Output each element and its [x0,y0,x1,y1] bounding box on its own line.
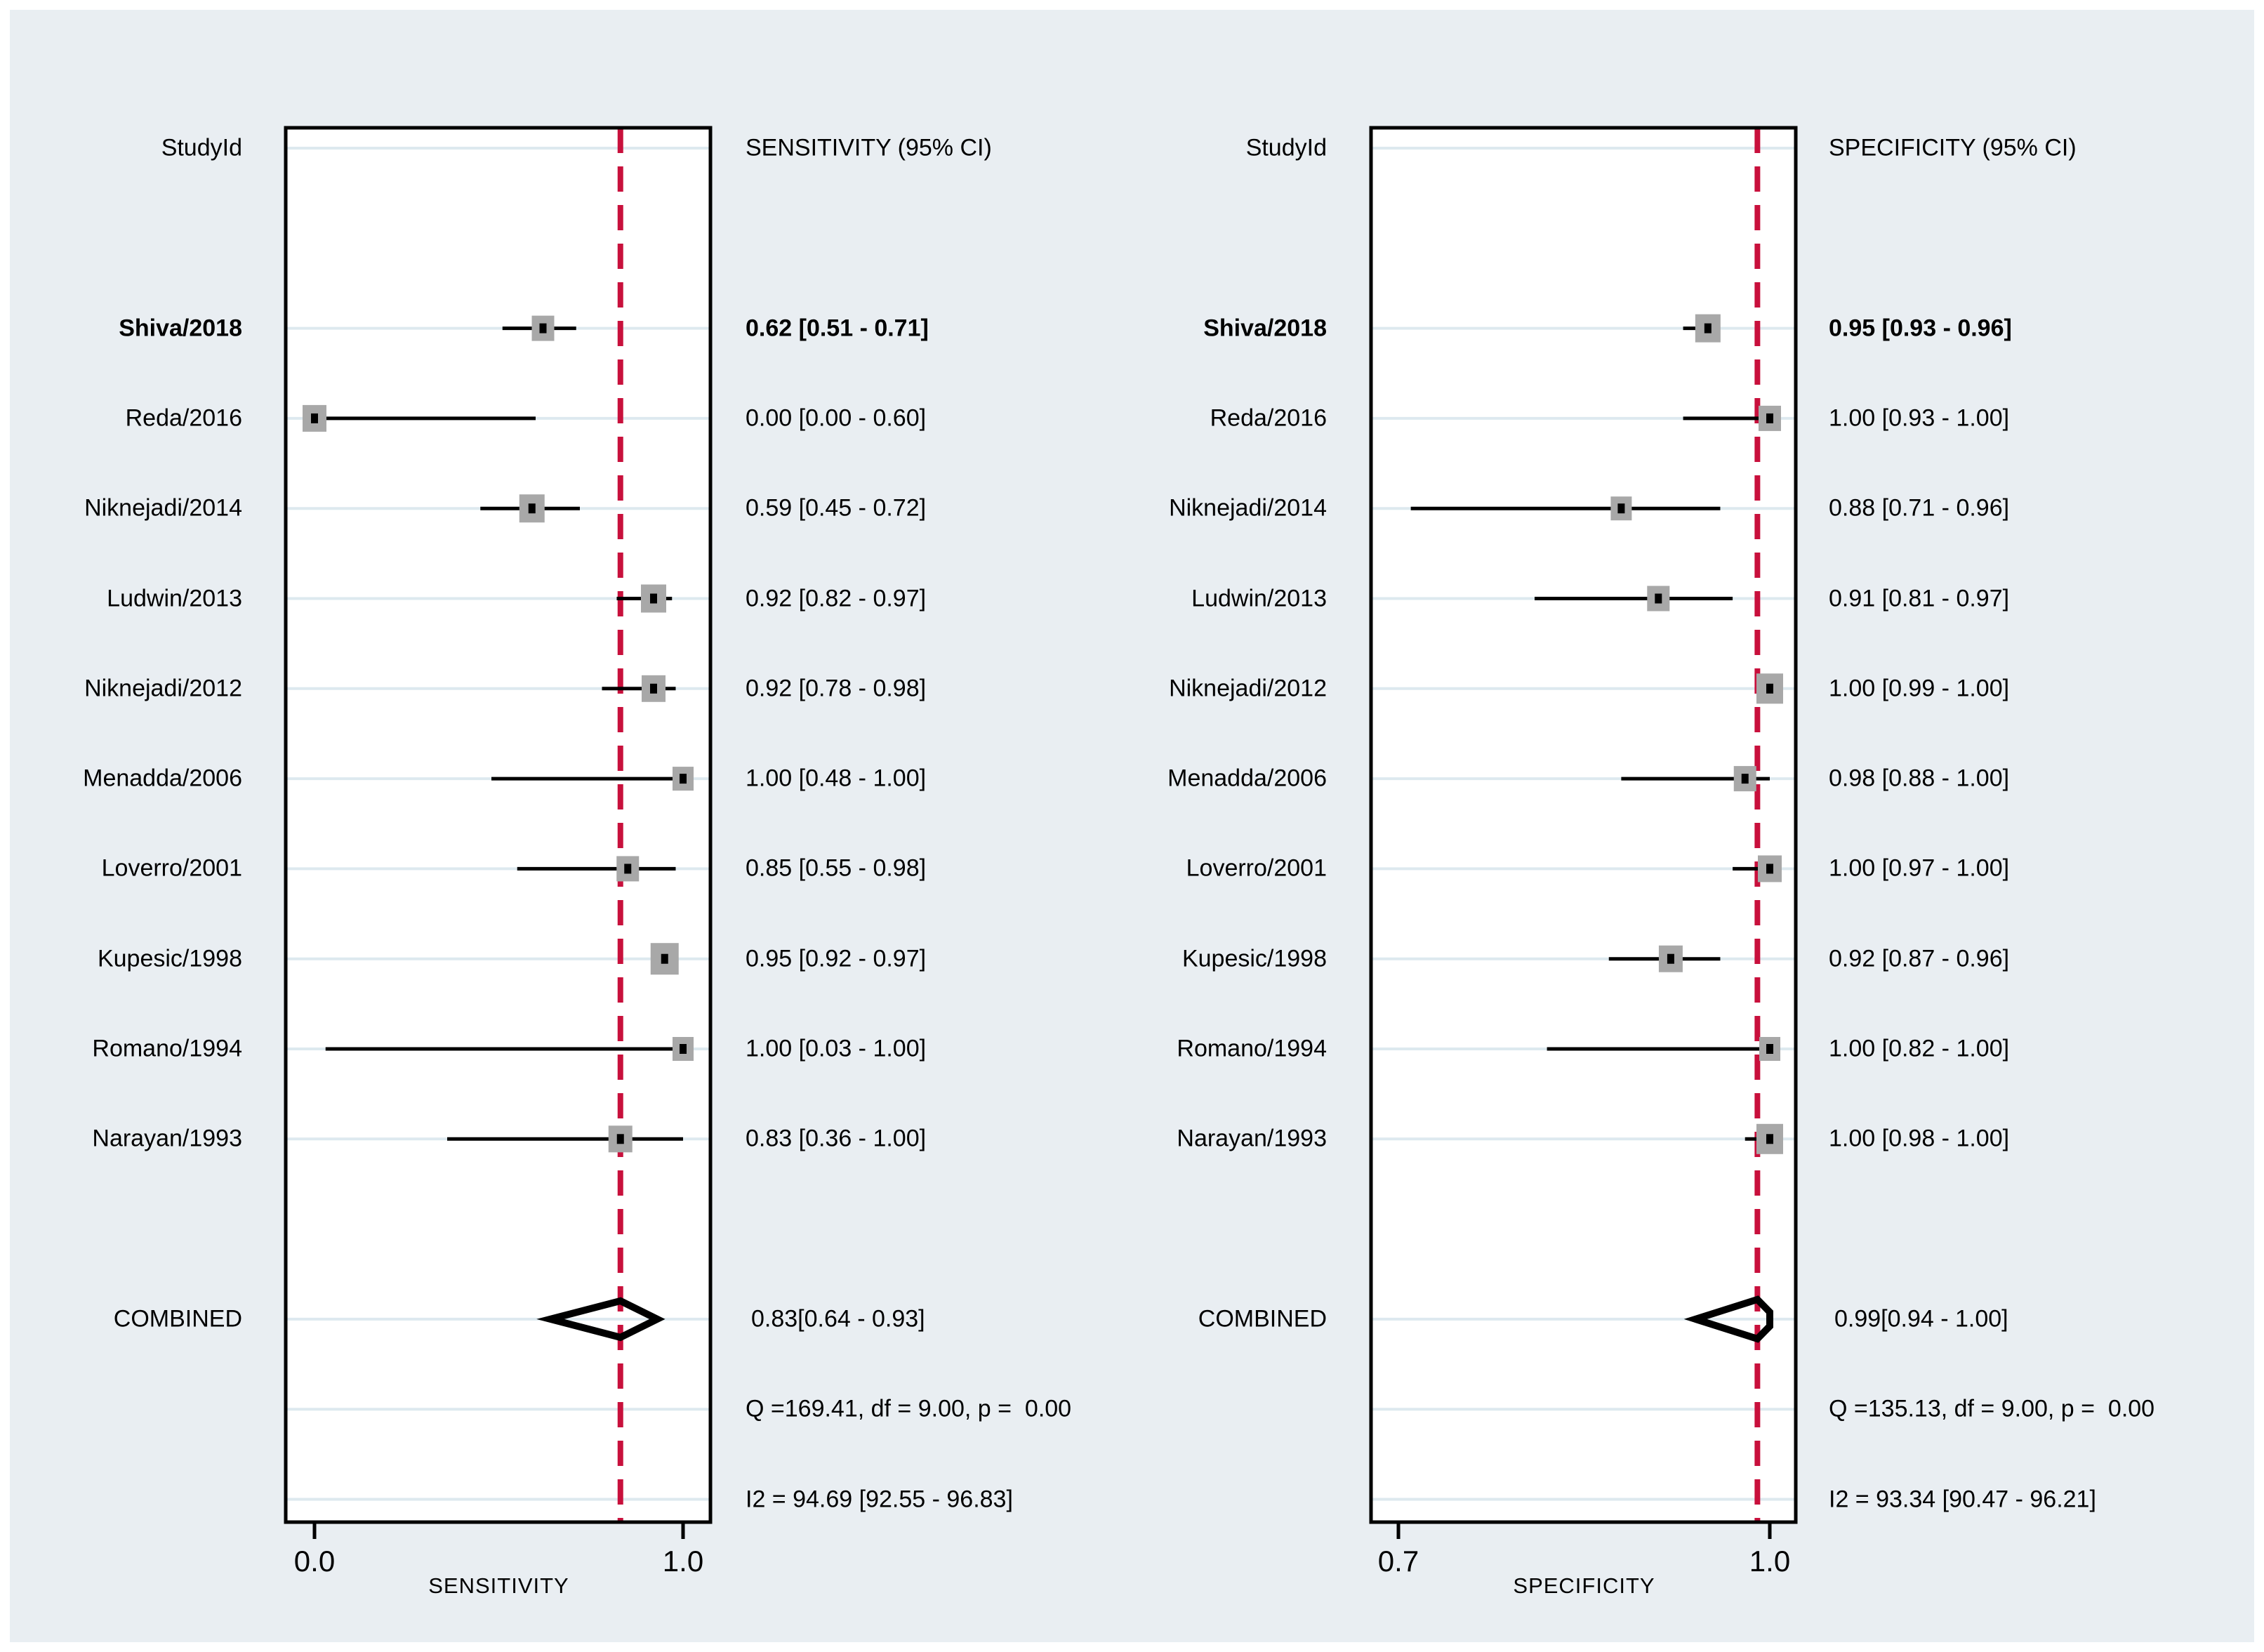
right-combined-label: COMBINED [1198,1305,1327,1333]
right-q-statistic: Q =135.13, df = 9.00, p = 0.00 [1829,1395,2155,1422]
left-study-column-header: StudyId [161,134,242,161]
right-study-value: 1.00 [0.93 - 1.00] [1829,404,2010,432]
left-study-label: Narayan/1993 [92,1125,242,1152]
right-marker-dot [1766,1044,1773,1054]
left-marker-dot [680,1044,687,1054]
right-study-label: Ludwin/2013 [1191,584,1327,612]
right-study-value: 0.88 [0.71 - 0.96] [1829,494,2010,522]
left-study-label: Loverro/2001 [101,854,242,882]
left-study-value: 0.85 [0.55 - 0.98] [746,854,927,882]
right-study-label: Romano/1994 [1177,1035,1327,1062]
left-study-value: 1.00 [0.03 - 1.00] [746,1035,927,1062]
right-study-value: 0.91 [0.81 - 0.97] [1829,584,2010,612]
right-marker-dot [1667,953,1674,964]
left-study-value: 0.59 [0.45 - 0.72] [746,494,927,522]
left-marker-dot [650,593,657,604]
right-combined-diamond [1683,1295,1773,1343]
left-study-label: Niknejadi/2012 [84,675,242,702]
left-marker-dot [616,1134,624,1144]
left-marker-dot [528,503,536,514]
right-study-label: Menadda/2006 [1167,765,1327,792]
left-marker-dot [624,864,632,874]
right-study-label: Shiva/2018 [1203,315,1327,342]
left-axis-tick-label: 1.0 [662,1544,704,1578]
right-i2-statistic: I2 = 93.34 [90.47 - 96.21] [1829,1485,2096,1512]
left-study-value: 0.00 [0.00 - 0.60] [746,404,927,432]
left-marker-dot [650,683,657,694]
left-marker-dot [661,953,668,964]
left-marker-dot [539,323,547,333]
left-study-value: 0.62 [0.51 - 0.71] [746,315,929,342]
right-study-column-header: StudyId [1245,134,1327,161]
left-study-label: Menadda/2006 [83,765,242,792]
left-i2-statistic: I2 = 94.69 [92.55 - 96.83] [746,1485,1013,1512]
right-study-value: 1.00 [0.97 - 1.00] [1829,854,2010,882]
right-marker-dot [1617,503,1625,514]
left-value-column-header: SENSITIVITY (95% CI) [746,134,992,161]
right-marker-dot [1766,683,1773,694]
left-marker-dot [680,774,687,784]
left-combined-label: COMBINED [113,1305,242,1333]
right-marker-dot [1766,864,1773,874]
right-marker-dot [1766,1134,1773,1144]
left-study-label: Shiva/2018 [119,315,242,342]
left-plot-box-background [286,128,710,1522]
right-study-label: Niknejadi/2014 [1169,494,1327,522]
right-study-value: 1.00 [0.82 - 1.00] [1829,1035,2010,1062]
right-plot-box-background [1371,128,1796,1522]
right-plot-box-frame [1369,126,1798,1524]
left-marker-dot [311,413,318,423]
right-study-value: 0.98 [0.88 - 1.00] [1829,765,2010,792]
right-study-label: Kupesic/1998 [1181,945,1327,972]
right-study-label: Niknejadi/2012 [1169,675,1327,702]
left-study-label: Kupesic/1998 [97,945,242,972]
left-study-value: 1.00 [0.48 - 1.00] [746,765,927,792]
right-study-label: Reda/2016 [1210,404,1327,432]
right-value-column-header: SPECIFICITY (95% CI) [1829,134,2077,161]
right-study-value: 1.00 [0.98 - 1.00] [1829,1125,2010,1152]
left-combined-diamond [536,1297,666,1342]
left-study-label: Niknejadi/2014 [84,494,242,522]
right-study-label: Narayan/1993 [1177,1125,1327,1152]
right-axis-tick-label: 1.0 [1749,1544,1791,1578]
right-axis-tick-label: 0.7 [1377,1544,1419,1578]
left-study-value: 0.83 [0.36 - 1.00] [746,1125,927,1152]
right-combined-value: 0.99[0.94 - 1.00] [1834,1305,2008,1333]
right-axis-title: SPECIFICITY [1513,1573,1655,1599]
left-q-statistic: Q =169.41, df = 9.00, p = 0.00 [746,1395,1072,1422]
left-axis-tick-label: 0.0 [293,1544,336,1578]
right-study-label: Loverro/2001 [1186,854,1327,882]
left-study-label: Reda/2016 [125,404,242,432]
left-study-value: 0.92 [0.82 - 0.97] [746,584,927,612]
left-study-value: 0.95 [0.92 - 0.97] [746,945,927,972]
right-study-value: 0.95 [0.93 - 0.96] [1829,315,2012,342]
left-combined-value: 0.83[0.64 - 0.93] [751,1305,925,1333]
left-study-value: 0.92 [0.78 - 0.98] [746,675,927,702]
right-marker-dot [1655,593,1662,604]
left-axis-title: SENSITIVITY [428,1573,569,1599]
right-study-value: 1.00 [0.99 - 1.00] [1829,675,2010,702]
right-marker-dot [1766,413,1773,423]
right-marker-dot [1704,323,1712,333]
left-study-label: Ludwin/2013 [107,584,242,612]
right-marker-dot [1741,774,1749,784]
right-study-value: 0.92 [0.87 - 0.96] [1829,945,2010,972]
left-plot-box-frame [284,126,713,1524]
left-study-label: Romano/1994 [92,1035,242,1062]
